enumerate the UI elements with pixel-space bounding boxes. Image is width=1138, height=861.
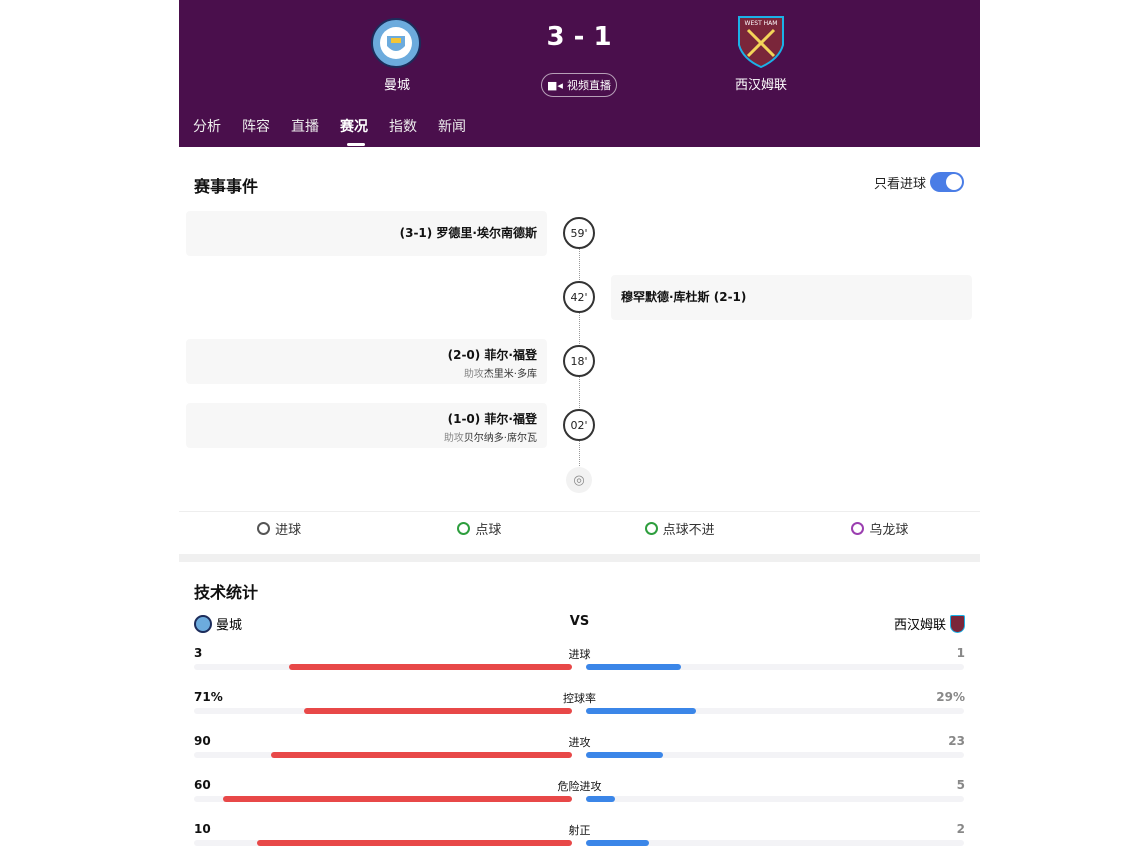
stat-home-value: 60 (194, 778, 211, 792)
event-text: (1-0) 菲尔·福登 (447, 412, 537, 426)
goal-ball-icon: 18' (563, 345, 595, 377)
stats-title: 技术统计 (194, 583, 259, 602)
stat-away-bar (586, 752, 663, 758)
tab-match-status[interactable]: 赛况 (340, 116, 368, 146)
ball-icon (644, 521, 658, 535)
legend-item: 点球 (379, 512, 579, 544)
stat-row: 60 危险进攻 5 (194, 778, 965, 804)
stat-home-value: 71% (194, 690, 223, 704)
ball-icon (457, 521, 471, 535)
stat-home-bar (257, 840, 572, 846)
svg-text:WEST HAM: WEST HAM (745, 20, 778, 27)
stats-away-name: 西汉姆联 (893, 618, 946, 633)
stat-home-value: 10 (194, 822, 211, 836)
event-card[interactable]: 穆罕默德·库杜斯 (2-1) (611, 275, 972, 320)
stats-teams-header: 曼城 VS 西汉姆联 (194, 614, 965, 634)
stat-home-track (194, 796, 572, 802)
event-minute: 59' (570, 226, 588, 240)
stat-away-value: 29% (936, 690, 965, 704)
match-tabs: 分析 阵容 直播 赛况 指数 新闻 (193, 116, 466, 146)
event-card[interactable]: (2-0) 菲尔·福登助攻杰里米·多库 (186, 339, 547, 384)
tab-odds[interactable]: 指数 (389, 119, 417, 135)
event-card[interactable]: (3-1) 罗德里·埃尔南德斯 (186, 211, 547, 256)
stat-away-track (586, 752, 964, 758)
stat-away-bar (586, 796, 616, 802)
match-header: 曼城 3 - 1 ■◂ 视频直播 WEST HAM 西汉姆联 分析 阵容 直播 赛… (179, 0, 980, 147)
match-page: 曼城 3 - 1 ■◂ 视频直播 WEST HAM 西汉姆联 分析 阵容 直播 赛… (179, 0, 980, 861)
stat-home-track (194, 752, 572, 758)
stat-home-value: 3 (194, 646, 203, 660)
stat-away-track (586, 840, 964, 846)
stat-home-track (194, 708, 572, 714)
goals-only-toggle[interactable] (930, 172, 964, 192)
event-assist: 助攻贝尔纳多·席尔瓦 (443, 433, 537, 444)
stat-home-bar (223, 796, 572, 802)
stat-away-value: 1 (956, 646, 965, 660)
goal-ball-icon: 02' (563, 409, 595, 441)
stat-home-bar (303, 708, 572, 714)
home-team-name[interactable]: 曼城 (383, 78, 410, 93)
stat-away-bar (586, 840, 649, 846)
goal-ball-icon: 42' (563, 281, 595, 313)
away-team-crest-small (950, 614, 965, 633)
stat-name: 控球率 (563, 692, 596, 705)
score: 3 - 1 (546, 22, 612, 52)
goals-only-label: 只看进球 (873, 176, 926, 192)
stat-home-track (194, 840, 572, 846)
event-text: 穆罕默德·库杜斯 (2-1) (621, 290, 747, 304)
stat-name: 进攻 (568, 736, 591, 749)
event-assist: 助攻杰里米·多库 (463, 369, 537, 380)
stat-name: 危险进攻 (557, 780, 602, 793)
stat-home-bar (288, 664, 572, 670)
event-legend: 进球 点球 点球不进 乌龙球 (179, 511, 980, 544)
event-minute: 18' (570, 354, 588, 368)
video-live-button[interactable]: ■◂ 视频直播 (541, 73, 617, 97)
section-divider (179, 554, 980, 562)
video-live-label: 视频直播 (566, 79, 611, 92)
tab-live[interactable]: 直播 (291, 119, 319, 135)
tab-news[interactable]: 新闻 (438, 119, 466, 135)
event-minute: 42' (570, 290, 588, 304)
stat-name: 射正 (568, 824, 591, 837)
stat-home-track (194, 664, 572, 670)
away-team-crest: WEST HAM (738, 16, 784, 68)
stat-row: 3 进球 1 (194, 646, 965, 672)
stat-away-value: 2 (956, 822, 965, 836)
stat-home-value: 90 (194, 734, 211, 748)
vs-label: VS (569, 614, 590, 629)
goals-only-toggle-wrap: 只看进球 (874, 172, 964, 192)
home-team-crest-small (194, 614, 212, 633)
event-card[interactable]: (1-0) 菲尔·福登 助攻贝尔纳多·席尔瓦 (186, 403, 547, 448)
stat-home-bar (270, 752, 572, 758)
stat-away-value: 23 (948, 734, 965, 748)
stats-home-name: 曼城 (216, 618, 243, 633)
event-text: (2-0) 菲尔·福登 (447, 348, 537, 362)
stat-away-track (586, 664, 964, 670)
stat-row: 90 进攻 23 (194, 734, 965, 760)
home-team-crest (371, 18, 421, 68)
whistle-icon: ◎ (566, 467, 592, 493)
video-camera-icon: ■◂ (547, 78, 563, 92)
stat-away-bar (586, 664, 681, 670)
stat-row: 71% 控球率 29% (194, 690, 965, 716)
legend-item: 进球 (179, 512, 379, 544)
stat-away-track (586, 796, 964, 802)
goal-ball-icon: 59' (563, 217, 595, 249)
stat-name: 进球 (568, 648, 591, 661)
legend-item: 乌龙球 (780, 512, 980, 544)
stat-away-value: 5 (956, 778, 965, 792)
event-minute: 02' (570, 418, 588, 432)
away-team-name[interactable]: 西汉姆联 (734, 78, 787, 93)
event-text: (3-1) 罗德里·埃尔南德斯 (399, 226, 537, 240)
tab-analysis[interactable]: 分析 (193, 119, 221, 135)
ball-icon (257, 521, 271, 535)
stat-away-bar (586, 708, 696, 714)
events-title: 赛事事件 (194, 177, 259, 196)
stat-row: 10 射正 2 (194, 822, 965, 848)
legend-item: 点球不进 (580, 512, 780, 544)
ball-icon (851, 521, 865, 535)
stat-away-track (586, 708, 964, 714)
tab-lineup[interactable]: 阵容 (242, 119, 270, 135)
